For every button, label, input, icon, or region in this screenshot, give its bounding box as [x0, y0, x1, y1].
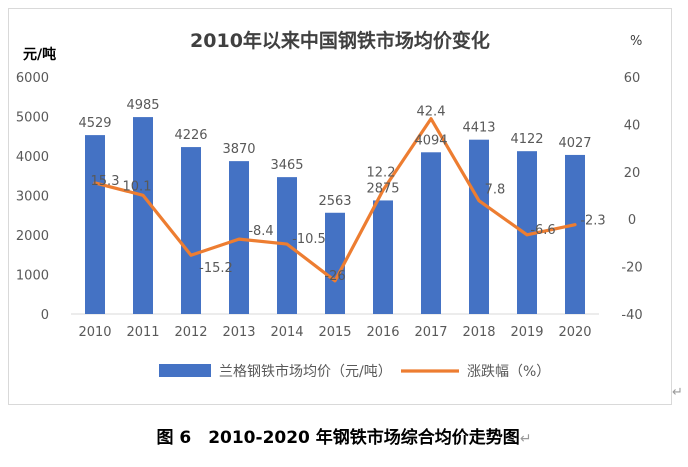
- caption-return-mark: ↵: [519, 431, 532, 447]
- x-tick-label: 2016: [366, 325, 399, 340]
- x-tick-label: 2012: [174, 325, 207, 340]
- legend-swatch-bar: [159, 364, 211, 377]
- line-data-label: -2.3: [580, 214, 605, 229]
- right-axis-unit: %: [630, 34, 642, 49]
- bar-data-label: 4226: [174, 128, 207, 143]
- line-data-label: 42.4: [417, 105, 446, 120]
- left-tick-label: 5000: [16, 111, 49, 126]
- bar: [517, 151, 537, 314]
- left-tick-label: 3000: [16, 190, 49, 205]
- bar: [133, 117, 153, 314]
- line-data-label: 15.3: [91, 174, 120, 189]
- return-mark: ↵: [672, 385, 683, 400]
- bar: [469, 139, 489, 314]
- x-tick-label: 2020: [558, 325, 591, 340]
- bar: [373, 200, 393, 314]
- legend-label-bar: 兰格钢铁市场均价（元/吨）: [219, 363, 392, 380]
- left-tick-label: 2000: [16, 229, 49, 244]
- bar-data-label: 4027: [558, 136, 591, 151]
- x-tick-label: 2013: [222, 325, 255, 340]
- bar-data-label: 4122: [510, 132, 543, 147]
- x-tick-label: 2011: [126, 325, 159, 340]
- bar-data-label: 4094: [414, 133, 447, 148]
- right-tick-label: 0: [628, 213, 636, 228]
- bar: [85, 135, 105, 314]
- left-axis-unit: 元/吨: [23, 46, 56, 63]
- line-data-label: 7.8: [485, 183, 506, 198]
- bar-data-label: 2875: [366, 181, 399, 196]
- right-tick-label: 40: [624, 118, 641, 133]
- right-tick-label: 20: [624, 166, 641, 181]
- x-tick-label: 2010: [78, 325, 111, 340]
- figure-caption: 图 6 2010-2020 年钢铁市场综合均价走势图↵: [0, 423, 688, 448]
- bar-data-label: 3465: [270, 158, 303, 173]
- line-data-label: -8.4: [248, 224, 273, 239]
- bar: [565, 154, 585, 314]
- line-data-label: -10.5: [292, 232, 326, 247]
- x-tick-label: 2019: [510, 325, 543, 340]
- bar-data-label: 4413: [462, 121, 495, 136]
- right-tick-label: -20: [621, 261, 642, 276]
- bar-data-label: 4985: [126, 98, 159, 113]
- bar: [421, 152, 441, 314]
- bar-data-label: 3870: [222, 142, 255, 157]
- chart-area: 2010年以来中国钢铁市场均价变化元/吨% 0 1000 2000 3000 4000 50…: [8, 8, 672, 405]
- x-tick-label: 2015: [318, 325, 351, 340]
- left-tick-label: 0: [41, 308, 49, 323]
- line-data-label: 10.1: [123, 179, 152, 194]
- caption-text: 图 6 2010-2020 年钢铁市场综合均价走势图: [156, 428, 520, 448]
- bar-data-label: 4529: [78, 116, 111, 131]
- line-data-label: 12.2: [367, 165, 396, 180]
- left-tick-label: 6000: [16, 71, 49, 86]
- right-tick-label: 60: [624, 71, 641, 86]
- series-line: [93, 117, 577, 283]
- bar: [181, 147, 201, 314]
- left-tick-label: 1000: [16, 269, 49, 284]
- x-tick-label: 2014: [270, 325, 303, 340]
- line-data-label: -6.6: [530, 223, 555, 238]
- x-tick-label: 2018: [462, 325, 495, 340]
- bar: [325, 212, 345, 314]
- right-tick-label: -40: [621, 308, 642, 323]
- line-data-label: -26: [324, 269, 345, 284]
- x-tick-label: 2017: [414, 325, 447, 340]
- bar-data-label: 2563: [318, 194, 351, 209]
- legend-label-line: 涨跌幅（%）: [467, 364, 550, 380]
- chart-title: 2010年以来中国钢铁市场均价变化: [190, 29, 490, 52]
- left-tick-label: 4000: [16, 150, 49, 165]
- line-data-label: -15.2: [199, 261, 233, 276]
